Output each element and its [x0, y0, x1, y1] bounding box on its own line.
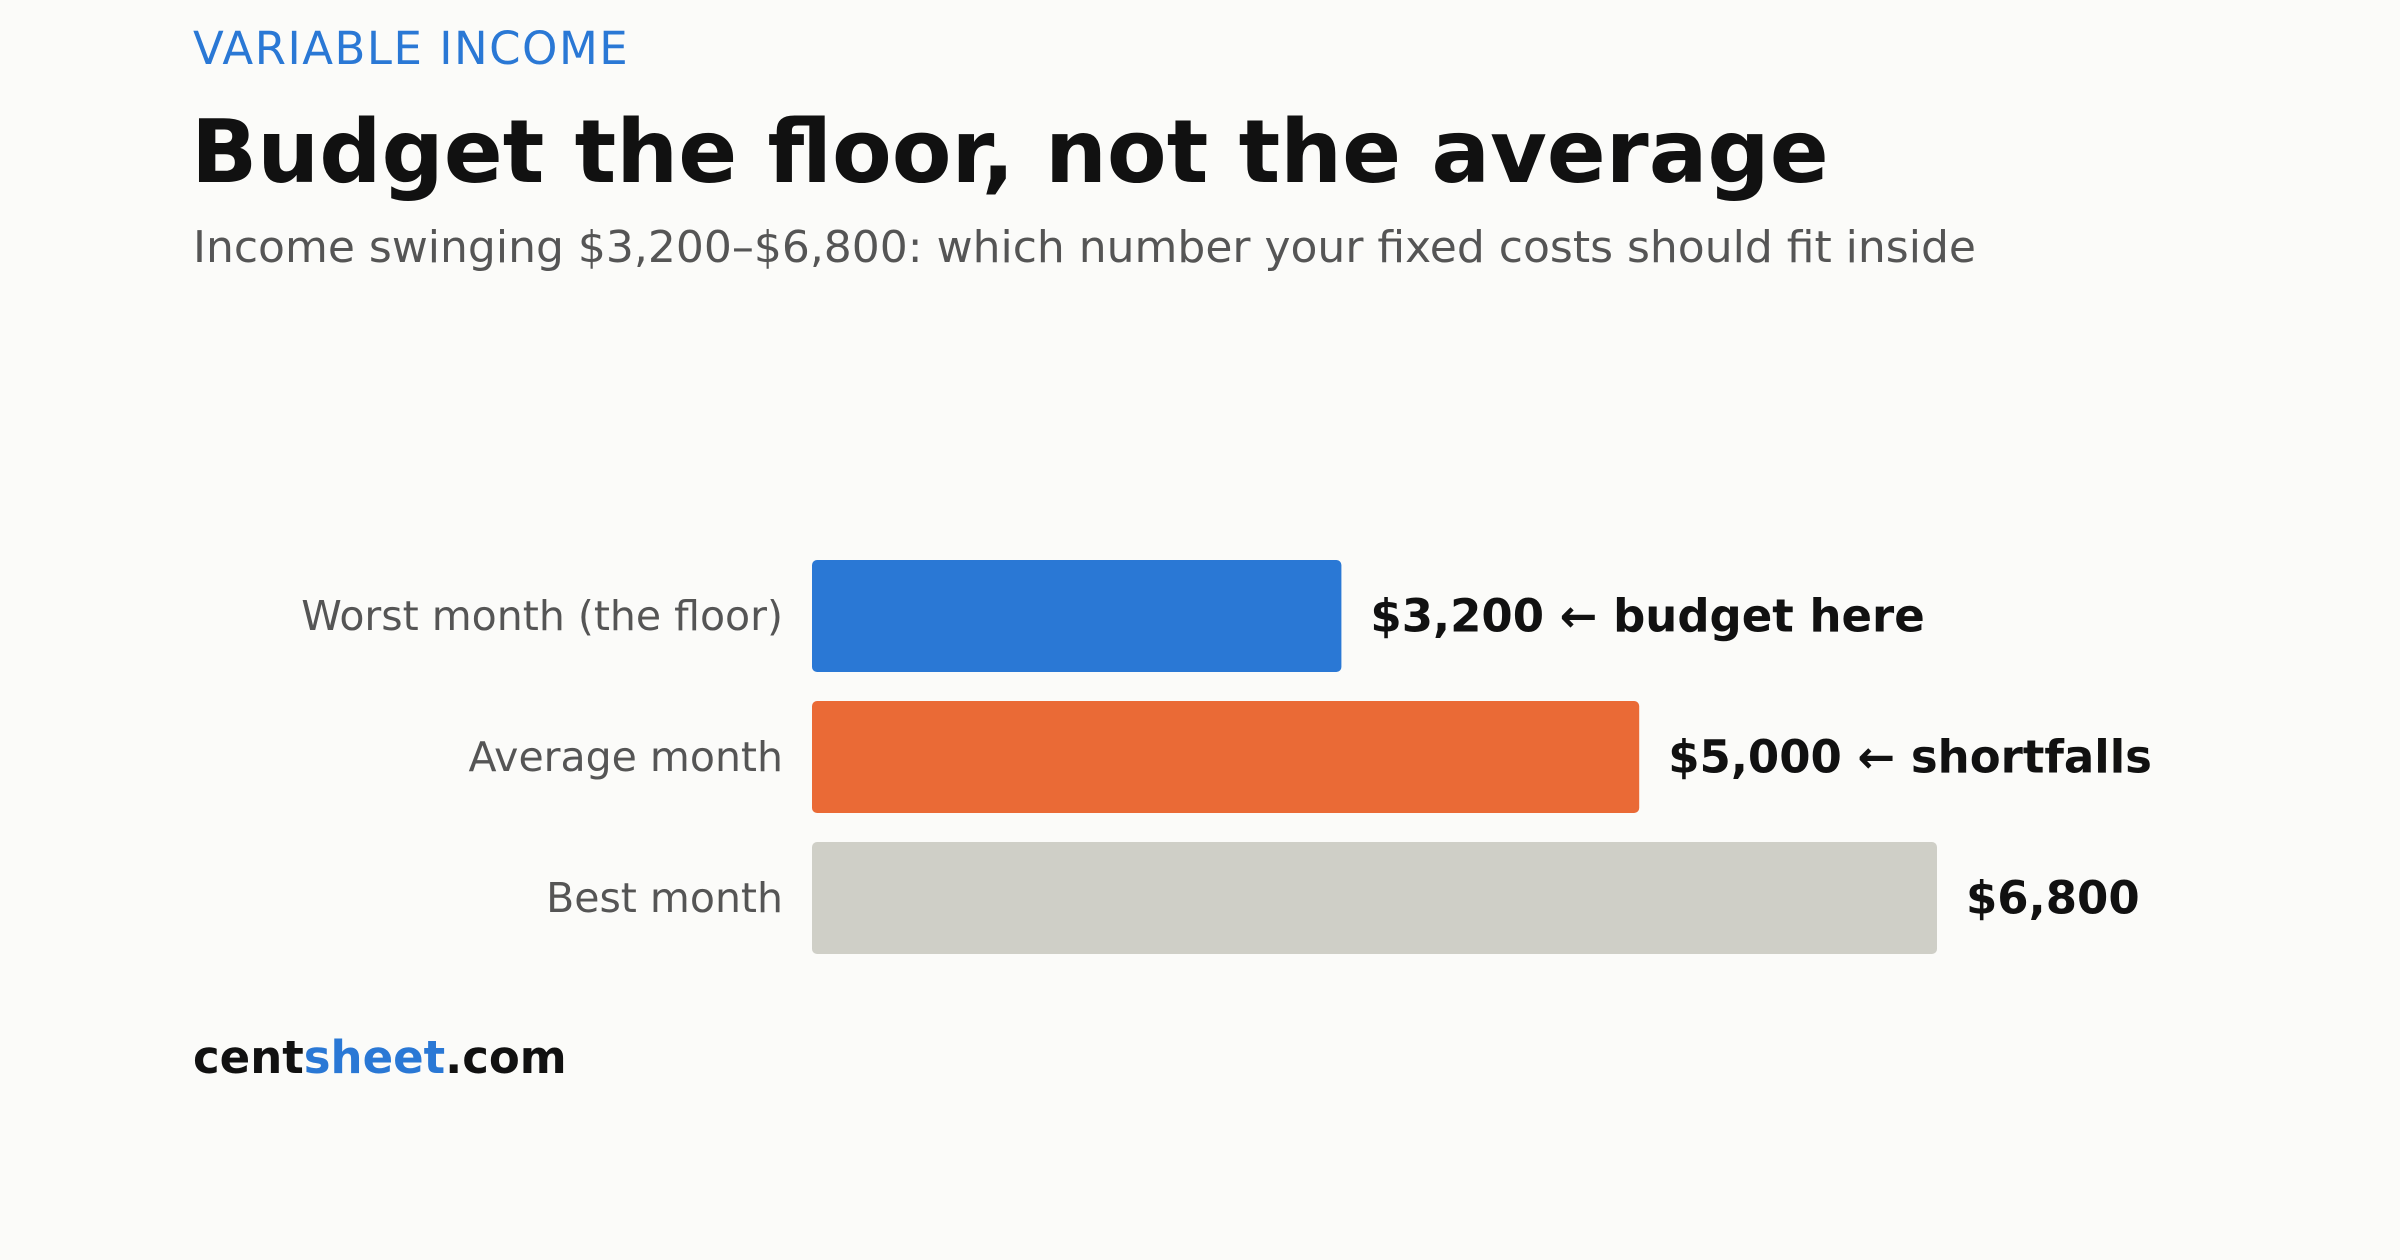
- bar: [812, 842, 1937, 954]
- value-label: $3,200 ← budget here: [1370, 590, 1924, 643]
- bar: [812, 560, 1342, 672]
- value-label: $6,800: [1966, 872, 2140, 925]
- bar: [812, 701, 1640, 813]
- category-label: Best month: [546, 874, 783, 922]
- brand-wordmark: centsheet.com: [193, 1031, 567, 1085]
- value-label: $5,000 ← shortfalls: [1668, 731, 2152, 784]
- brand-part-cent: cent: [193, 1031, 304, 1084]
- page-subtitle: Income swinging $3,200–$6,800: which num…: [193, 222, 1976, 273]
- category-label: Average month: [469, 733, 783, 781]
- eyebrow-label: VARIABLE INCOME: [193, 22, 630, 75]
- brand-part-domain: .com: [445, 1031, 567, 1084]
- page-title: Budget the floor, not the average: [191, 101, 1829, 203]
- category-label: Worst month (the floor): [301, 592, 783, 640]
- brand-part-sheet: sheet: [303, 1031, 446, 1084]
